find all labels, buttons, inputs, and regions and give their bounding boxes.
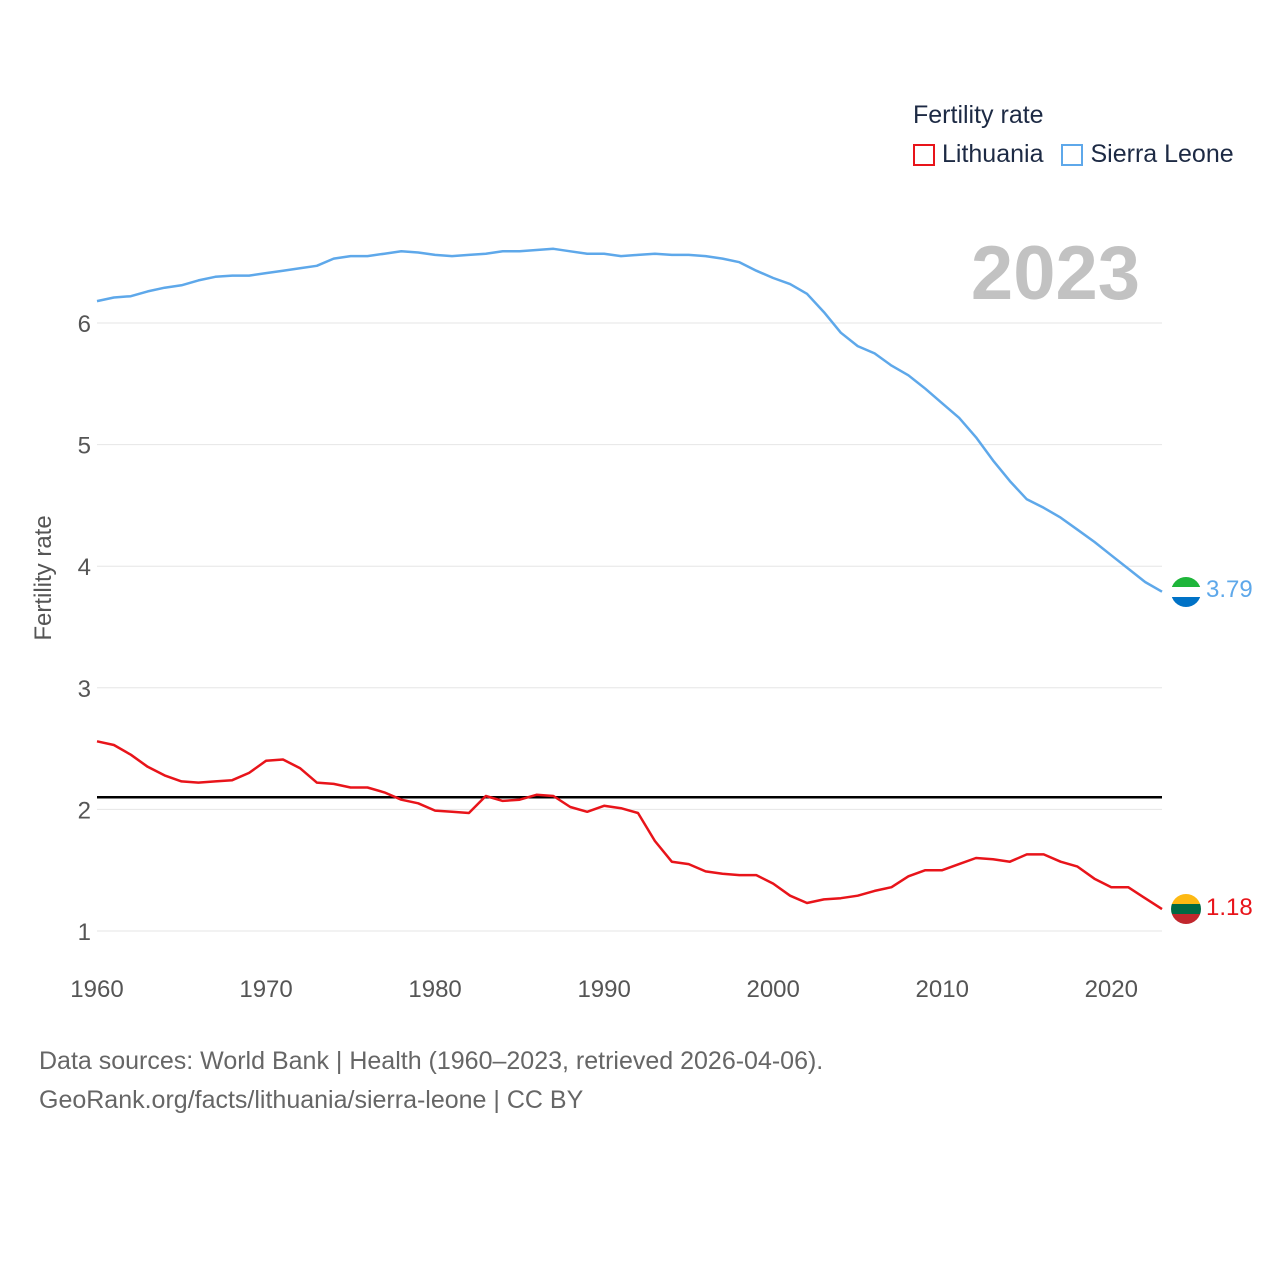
legend-swatch-lithuania (913, 143, 935, 166)
y-axis-ticks: 1 2 3 4 5 6 (78, 311, 91, 946)
y-tick-label: 6 (78, 311, 91, 338)
legend: Fertility rate Lithuania Sierra Leone (913, 98, 1234, 169)
legend-swatch-sierra-leone (1061, 143, 1084, 166)
legend-label-lithuania: Lithuania (942, 140, 1044, 168)
y-tick-label: 3 (78, 676, 91, 703)
x-tick-label: 1990 (577, 976, 630, 1003)
gridlines (97, 322, 1162, 932)
series-line-sierra-leone[interactable] (96, 247, 1163, 593)
x-tick-label: 1980 (408, 976, 461, 1003)
y-tick-label: 5 (78, 433, 91, 460)
legend-item-sierra-leone[interactable]: Sierra Leone (1061, 140, 1234, 169)
series-lines (96, 247, 1163, 911)
footer: Data sources: World Bank | Health (1960–… (39, 1042, 823, 1120)
x-tick-label: 2020 (1085, 976, 1138, 1003)
x-tick-label: 2010 (916, 976, 969, 1003)
x-tick-label: 1970 (239, 976, 292, 1003)
legend-title: Fertility rate (913, 101, 1044, 129)
footer-attribution[interactable]: GeoRank.org/facts/lithuania/sierra-leone… (39, 1086, 584, 1114)
y-tick-label: 4 (78, 554, 91, 581)
x-tick-label: 2000 (746, 976, 799, 1003)
legend-item-lithuania[interactable]: Lithuania (913, 140, 1043, 169)
x-axis-ticks: 1960 1970 1980 1990 2000 2010 2020 (70, 976, 1138, 1003)
year-watermark: 2023 (971, 231, 1140, 316)
y-tick-label: 1 (78, 919, 91, 946)
lithuania-flag (1171, 894, 1201, 924)
y-axis-label: Fertility rate (30, 515, 57, 640)
series-line-lithuania[interactable] (96, 740, 1163, 911)
sierra-leone-end-value: 3.79 (1206, 576, 1253, 603)
lithuania-end-value: 1.18 (1206, 894, 1253, 921)
y-tick-label: 2 (78, 797, 91, 824)
legend-label-sierra-leone: Sierra Leone (1090, 140, 1234, 168)
sierra-leone-flag (1171, 577, 1201, 607)
footer-sources: Data sources: World Bank | Health (1960–… (39, 1047, 824, 1075)
x-tick-label: 1960 (70, 976, 123, 1003)
